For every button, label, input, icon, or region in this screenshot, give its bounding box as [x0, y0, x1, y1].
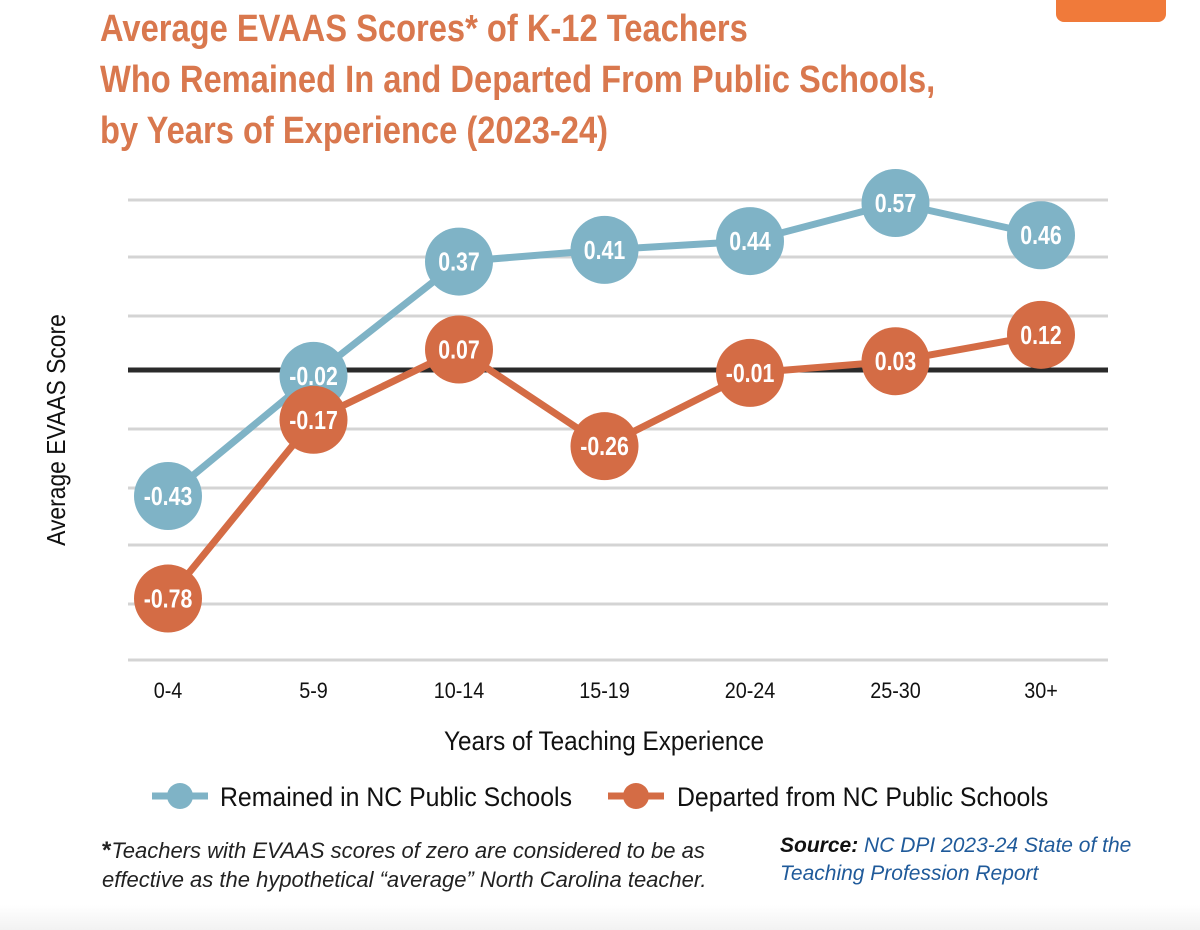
legend-marker-departed	[623, 783, 649, 809]
data-point-departed: 0.12	[1007, 300, 1075, 369]
data-point-departed: -0.01	[716, 338, 784, 407]
x-axis-label: Years of Teaching Experience	[444, 727, 764, 756]
title-line-1: Average EVAAS Scores* of K-12 Teachers	[100, 8, 748, 50]
title-line-2: Who Remained In and Departed From Public…	[100, 59, 936, 101]
data-label-departed: 0.07	[438, 336, 479, 366]
point-marker-departed	[570, 412, 639, 481]
data-label-departed: 0.03	[875, 347, 916, 377]
point-marker-departed	[134, 564, 202, 633]
x-tick-label: 25-30	[870, 679, 921, 703]
point-marker-departed	[861, 327, 930, 396]
data-point-remained: 0.46	[1007, 201, 1075, 270]
legend-item-departed: Departed from NC Public Schools	[608, 783, 1048, 812]
legend-marker-remained	[167, 783, 193, 809]
x-tick-label: 0-4	[154, 679, 183, 703]
x-tick-label: 20-24	[725, 679, 776, 703]
title-line-3: by Years of Experience (2023-24)	[100, 110, 609, 152]
x-tick-label: 10-14	[434, 679, 485, 703]
x-tick-label: 5-9	[299, 679, 328, 703]
data-label-departed: -0.78	[144, 585, 193, 615]
point-marker-remained	[570, 215, 639, 284]
data-label-departed: -0.01	[726, 359, 775, 389]
data-label-departed: -0.26	[580, 432, 629, 462]
series-points: -0.43-0.020.37 0.41 0.440.570.46-0.78-0.17…	[134, 168, 1075, 633]
legend-label-departed: Departed from NC Public Schools	[677, 783, 1048, 812]
data-point-departed: -0.78	[134, 564, 202, 633]
y-axis-label: Average EVAAS Score	[43, 314, 72, 546]
x-tick-labels: 0-4 5-9 10-14 15-19 20-24 25-30 30+	[154, 679, 1058, 703]
data-label-departed: -0.17	[289, 406, 338, 436]
corner-tab	[1056, 0, 1166, 22]
data-label-remained: 0.46	[1020, 221, 1061, 251]
point-marker-remained	[425, 227, 493, 296]
data-label-remained: 0.37	[438, 248, 479, 278]
data-point-departed: -0.26	[570, 412, 639, 481]
data-label-remained: -0.43	[144, 482, 193, 512]
point-marker-departed	[279, 385, 348, 454]
line-chart: 0-4 5-9 10-14 15-19 20-24 25-30 30+ Average EV…	[43, 168, 1108, 812]
x-tick-label: 30+	[1024, 679, 1058, 703]
data-point-departed: 0.03	[861, 327, 930, 396]
data-point-departed: -0.17	[279, 385, 348, 454]
data-point-remained: 0.44	[716, 207, 784, 276]
data-point-remained: -0.43	[134, 461, 202, 530]
source-link[interactable]: NC DPI 2023-24 State of the Teaching Pro…	[780, 834, 1132, 885]
data-label-departed: 0.12	[1020, 321, 1061, 351]
data-point-remained: 0.57	[861, 168, 930, 237]
footnote-star: *	[102, 837, 112, 864]
x-tick-label: 15-19	[579, 679, 630, 703]
footnote: *Teachers with EVAAS scores of zero are …	[102, 836, 762, 894]
legend: Remained in NC Public Schools Departed f…	[152, 783, 1048, 812]
bottom-fade	[0, 905, 1200, 930]
point-marker-departed	[1007, 300, 1075, 369]
point-marker-remained	[134, 461, 202, 530]
source-citation: Source: NC DPI 2023-24 State of the Teac…	[780, 832, 1160, 888]
source-label: Source:	[780, 834, 859, 857]
legend-label-remained: Remained in NC Public Schools	[220, 783, 572, 812]
data-label-remained: 0.57	[875, 189, 916, 219]
legend-item-remained: Remained in NC Public Schools	[152, 783, 572, 812]
point-marker-remained	[716, 207, 784, 276]
point-marker-remained	[1007, 201, 1075, 270]
point-marker-departed	[716, 338, 784, 407]
data-point-departed: 0.07	[425, 315, 493, 384]
point-marker-remained	[861, 168, 930, 237]
data-label-remained: 0.44	[729, 227, 771, 257]
chart-title: Average EVAAS Scores* of K-12 Teachers W…	[100, 4, 960, 157]
footnote-text: Teachers with EVAAS scores of zero are c…	[102, 838, 707, 892]
data-point-remained: 0.41	[570, 215, 639, 284]
point-marker-departed	[425, 315, 493, 384]
data-label-remained: 0.41	[584, 236, 625, 266]
data-point-remained: 0.37	[425, 227, 493, 296]
